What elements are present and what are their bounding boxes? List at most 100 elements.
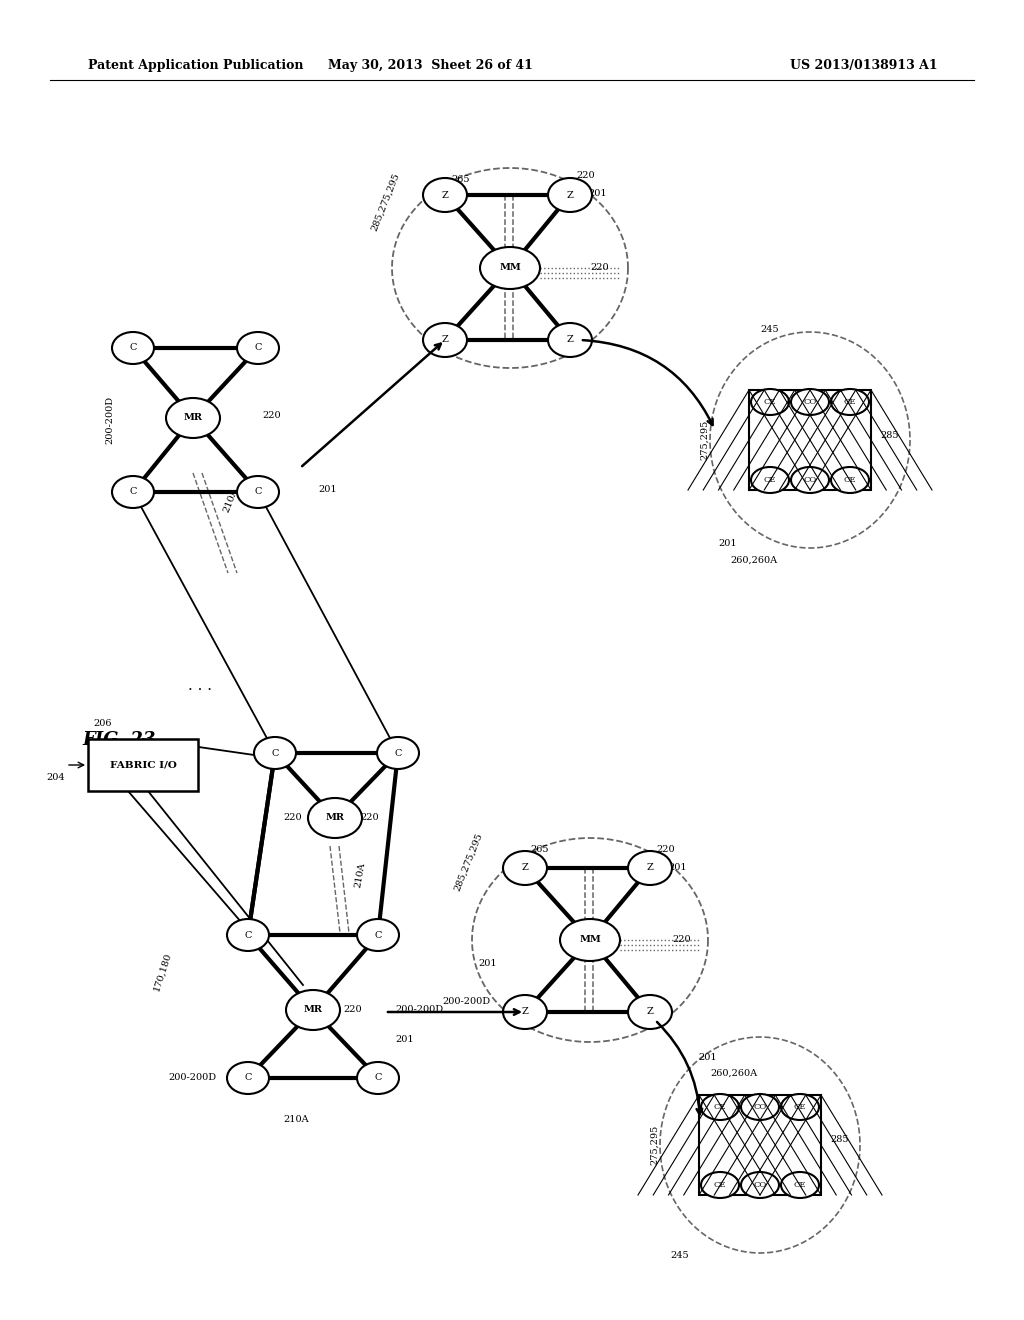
Text: 200-200D: 200-200D — [442, 998, 490, 1006]
Text: 245: 245 — [760, 326, 778, 334]
Text: MM: MM — [580, 936, 601, 945]
Ellipse shape — [112, 333, 154, 364]
Ellipse shape — [751, 467, 790, 492]
Text: C: C — [375, 931, 382, 940]
Text: Z: Z — [521, 1007, 528, 1016]
Text: 201: 201 — [718, 539, 736, 548]
Text: MR: MR — [183, 413, 203, 422]
Text: C: C — [245, 931, 252, 940]
Ellipse shape — [166, 399, 220, 438]
Ellipse shape — [227, 919, 269, 950]
Text: Z: Z — [646, 1007, 653, 1016]
Text: May 30, 2013  Sheet 26 of 41: May 30, 2013 Sheet 26 of 41 — [328, 58, 532, 71]
Text: 210A: 210A — [222, 487, 240, 513]
Ellipse shape — [831, 467, 869, 492]
Text: C: C — [254, 343, 262, 352]
Text: C: C — [129, 343, 136, 352]
Text: 285: 285 — [830, 1135, 849, 1144]
Bar — [699, 1096, 821, 1195]
Ellipse shape — [791, 467, 829, 492]
Text: 220: 220 — [360, 813, 379, 822]
Ellipse shape — [254, 737, 296, 770]
Ellipse shape — [781, 1094, 819, 1119]
Text: CO: CO — [754, 1181, 767, 1189]
Bar — [699, 1096, 821, 1195]
Text: 220: 220 — [283, 813, 302, 822]
Ellipse shape — [548, 323, 592, 356]
Ellipse shape — [480, 247, 540, 289]
Ellipse shape — [227, 1063, 269, 1094]
Text: 285: 285 — [880, 430, 898, 440]
Ellipse shape — [503, 851, 547, 884]
Text: C: C — [271, 748, 279, 758]
Ellipse shape — [423, 178, 467, 213]
Ellipse shape — [751, 389, 790, 414]
Text: 275,295: 275,295 — [650, 1125, 659, 1166]
Text: C: C — [245, 1073, 252, 1082]
Text: 200-200D: 200-200D — [168, 1073, 216, 1082]
Text: C: C — [254, 487, 262, 496]
Text: 245: 245 — [670, 1250, 688, 1259]
Text: 210A: 210A — [283, 1115, 308, 1125]
Bar — [88, 739, 198, 791]
Text: CE: CE — [714, 1104, 726, 1111]
Text: 210A: 210A — [353, 862, 367, 888]
Text: 220: 220 — [590, 264, 608, 272]
Text: 220: 220 — [656, 846, 675, 854]
Ellipse shape — [628, 851, 672, 884]
Text: 170,180: 170,180 — [152, 952, 173, 993]
Text: CE: CE — [844, 399, 856, 407]
Text: CE: CE — [764, 399, 776, 407]
Ellipse shape — [741, 1172, 779, 1199]
Text: Z: Z — [521, 863, 528, 873]
Text: 201: 201 — [668, 863, 687, 873]
Text: 201: 201 — [395, 1035, 414, 1044]
Ellipse shape — [503, 995, 547, 1030]
Ellipse shape — [237, 477, 279, 508]
Text: CO: CO — [754, 1104, 767, 1111]
Text: 206: 206 — [93, 718, 112, 727]
Text: 200-200D: 200-200D — [105, 396, 114, 444]
Ellipse shape — [112, 477, 154, 508]
Text: 220: 220 — [262, 411, 281, 420]
Text: Patent Application Publication: Patent Application Publication — [88, 58, 303, 71]
Text: 201: 201 — [588, 189, 606, 198]
Ellipse shape — [357, 919, 399, 950]
Text: MM: MM — [499, 264, 521, 272]
Text: 265: 265 — [530, 846, 549, 854]
Ellipse shape — [791, 389, 829, 414]
Ellipse shape — [308, 799, 362, 838]
Text: 265: 265 — [451, 176, 469, 185]
Text: 275,295: 275,295 — [700, 420, 709, 461]
Ellipse shape — [701, 1172, 739, 1199]
Text: Z: Z — [441, 335, 449, 345]
Text: CE: CE — [764, 477, 776, 484]
Text: CE: CE — [844, 477, 856, 484]
Text: 285,275,295: 285,275,295 — [370, 172, 401, 232]
Text: Z: Z — [566, 190, 573, 199]
Ellipse shape — [831, 389, 869, 414]
Text: 204: 204 — [46, 772, 65, 781]
Ellipse shape — [548, 178, 592, 213]
Text: CE: CE — [794, 1181, 806, 1189]
Ellipse shape — [628, 995, 672, 1030]
Text: Z: Z — [441, 190, 449, 199]
Text: Z: Z — [566, 335, 573, 345]
Text: 260,260A: 260,260A — [710, 1068, 757, 1077]
Text: FABRIC I/O: FABRIC I/O — [110, 760, 176, 770]
Text: CO: CO — [804, 399, 816, 407]
Text: CO: CO — [804, 477, 816, 484]
Text: C: C — [375, 1073, 382, 1082]
Ellipse shape — [701, 1094, 739, 1119]
Text: 285,275,295: 285,275,295 — [453, 832, 484, 892]
Text: 201: 201 — [478, 958, 497, 968]
Text: C: C — [394, 748, 401, 758]
Ellipse shape — [286, 990, 340, 1030]
Text: C: C — [129, 487, 136, 496]
Text: 220: 220 — [343, 1006, 361, 1015]
Ellipse shape — [377, 737, 419, 770]
Text: MR: MR — [303, 1006, 323, 1015]
Text: Z: Z — [646, 863, 653, 873]
Ellipse shape — [357, 1063, 399, 1094]
Text: 220: 220 — [672, 936, 690, 945]
